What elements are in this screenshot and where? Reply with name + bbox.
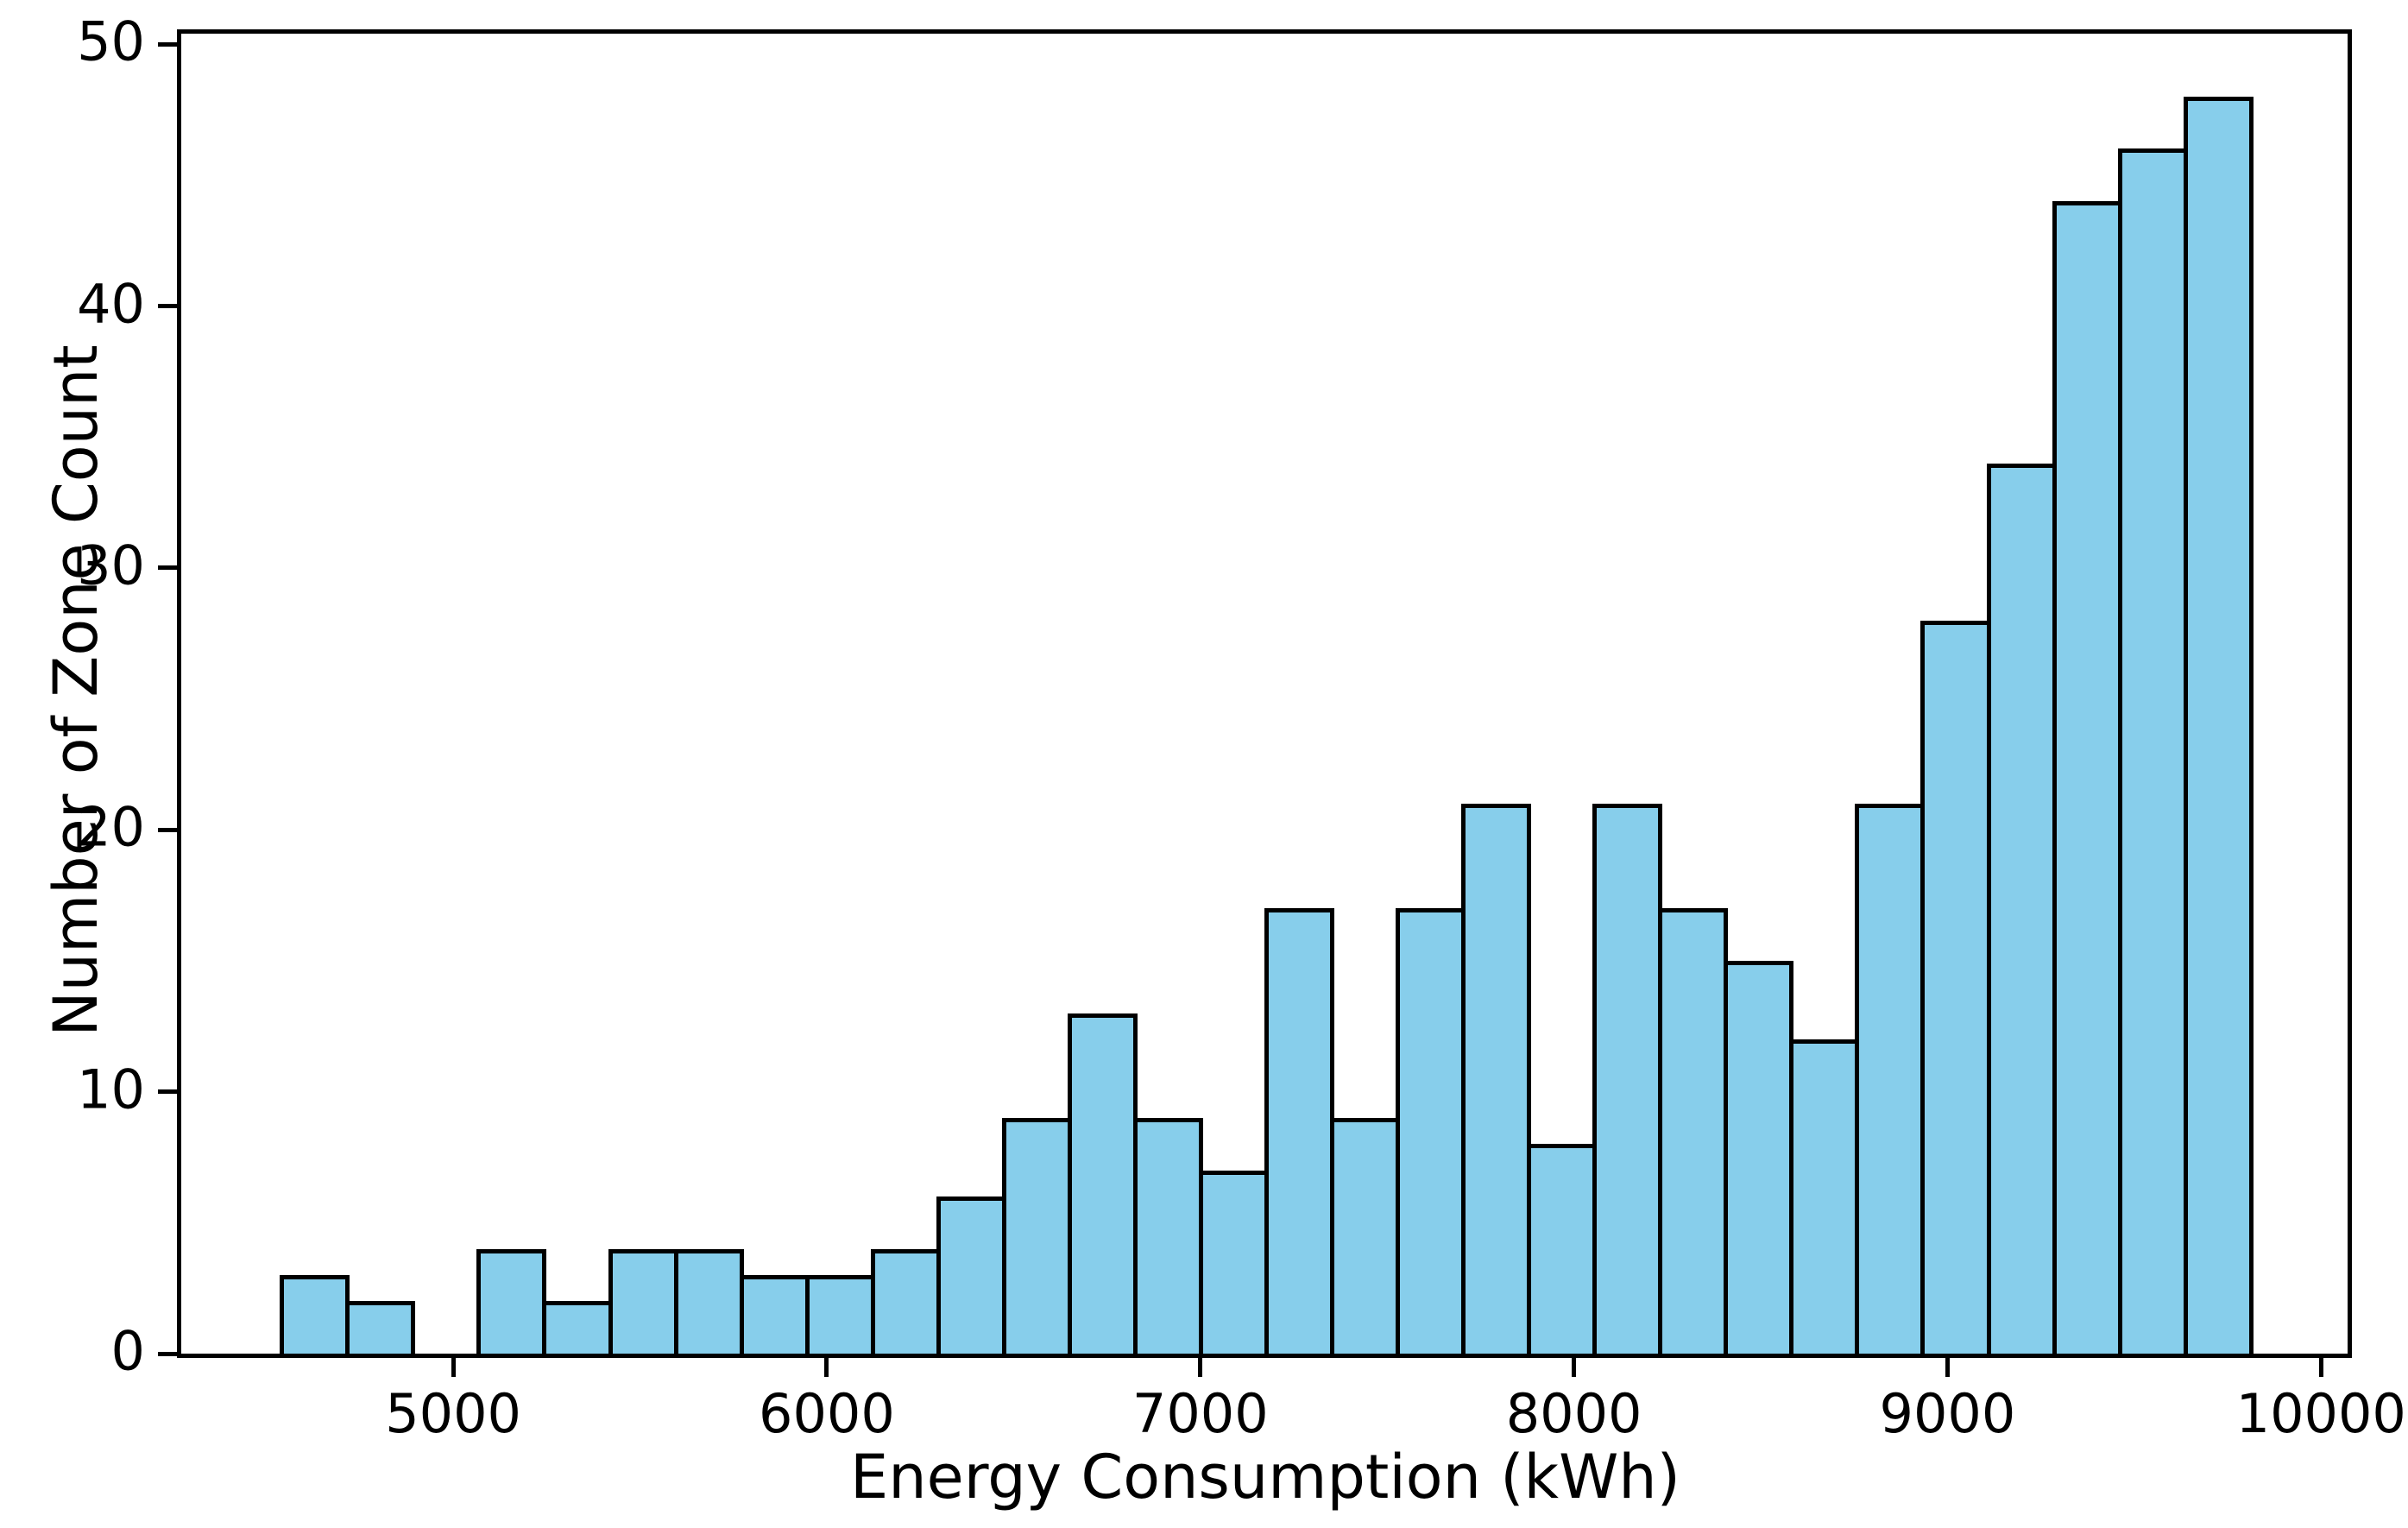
x-tick-mark bbox=[1945, 1358, 1950, 1377]
histogram-bar bbox=[1658, 908, 1729, 1354]
x-tick-label: 9000 bbox=[1879, 1382, 2016, 1445]
plot-area: 5000 6000 7000 8000 9000 10000 0 10 20 30 40 50 bbox=[77, 15, 2406, 1443]
histogram-bar bbox=[1855, 803, 1926, 1354]
histogram-bar bbox=[1396, 908, 1466, 1354]
x-tick-label: 7000 bbox=[1132, 1382, 1269, 1445]
x-tick-label: 10000 bbox=[2235, 1382, 2406, 1445]
x-tick-mark bbox=[1572, 1358, 1577, 1377]
histogram-bar bbox=[2183, 96, 2254, 1354]
histogram-bar bbox=[1067, 1013, 1138, 1354]
histogram-bar bbox=[2052, 201, 2122, 1354]
y-tick-label: 40 bbox=[77, 272, 145, 336]
y-tick-mark bbox=[158, 565, 177, 571]
histogram-bar bbox=[1264, 908, 1335, 1354]
x-tick-mark bbox=[1198, 1358, 1203, 1377]
x-tick-label: 8000 bbox=[1505, 1382, 1642, 1445]
x-tick-mark bbox=[451, 1358, 456, 1377]
histogram-bar bbox=[1789, 1039, 1860, 1354]
histogram-bar bbox=[804, 1275, 875, 1354]
y-tick-mark bbox=[158, 41, 177, 47]
histogram-bar bbox=[870, 1248, 941, 1354]
histogram-bar bbox=[936, 1196, 1006, 1354]
x-tick-label: 6000 bbox=[759, 1382, 895, 1445]
histogram-bar bbox=[1461, 803, 1532, 1354]
histogram-bar bbox=[1330, 1117, 1401, 1354]
y-tick-label: 20 bbox=[77, 795, 145, 859]
histogram-bar bbox=[1920, 620, 1991, 1354]
y-tick-label: 30 bbox=[77, 534, 145, 597]
y-tick-mark bbox=[158, 304, 177, 308]
histogram-bar bbox=[2117, 148, 2188, 1354]
histogram-bar bbox=[476, 1248, 547, 1354]
x-axis-label: Energy Consumption (kWh) bbox=[850, 1442, 1680, 1512]
histogram-bar bbox=[1527, 1144, 1598, 1354]
x-tick-mark bbox=[2318, 1358, 2323, 1377]
histogram-bar bbox=[1986, 463, 2057, 1354]
y-tick-mark bbox=[158, 1351, 177, 1356]
x-tick-label: 5000 bbox=[385, 1382, 521, 1445]
histogram-bar bbox=[345, 1301, 416, 1354]
histogram-bar bbox=[1001, 1117, 1072, 1354]
y-tick-label: 0 bbox=[110, 1319, 145, 1383]
bars-layer bbox=[181, 34, 2348, 1354]
histogram-bar bbox=[280, 1275, 350, 1354]
histogram-bar bbox=[739, 1275, 810, 1354]
histogram-bar bbox=[1132, 1117, 1203, 1354]
histogram-bar bbox=[673, 1248, 744, 1354]
y-axis-label: Number of Zone Count bbox=[41, 344, 111, 1037]
x-tick-mark bbox=[824, 1358, 829, 1377]
y-tick-mark bbox=[158, 827, 177, 832]
y-tick-label: 10 bbox=[77, 1058, 145, 1121]
histogram-bar bbox=[1198, 1170, 1269, 1354]
y-tick-label: 50 bbox=[77, 9, 145, 73]
histogram-bar bbox=[542, 1301, 613, 1354]
histogram-bar bbox=[1724, 960, 1794, 1354]
y-tick-mark bbox=[158, 1089, 177, 1095]
histogram-bar bbox=[1592, 803, 1663, 1354]
histogram-bar bbox=[608, 1248, 678, 1354]
